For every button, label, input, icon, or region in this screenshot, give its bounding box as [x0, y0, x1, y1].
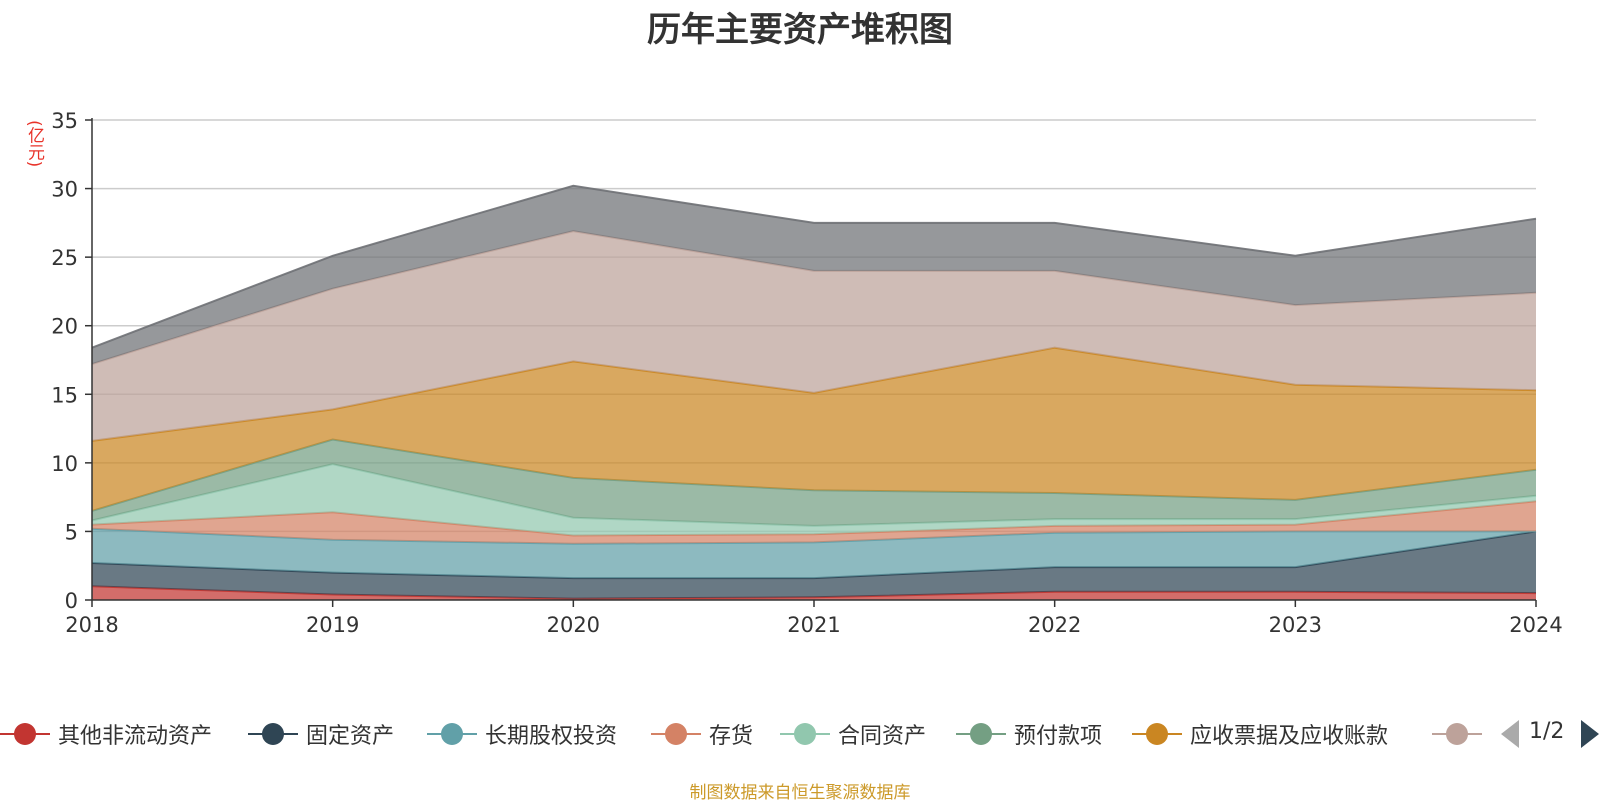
legend-marker-icon: [1432, 719, 1482, 749]
y-tick-label: 5: [65, 520, 78, 544]
legend-item[interactable]: 应收票据及应收账款: [1132, 712, 1388, 756]
x-tick-label: 2023: [1269, 613, 1322, 637]
x-tick-label: 2021: [787, 613, 840, 637]
legend-item[interactable]: 存货: [651, 712, 753, 756]
legend-next-page-icon[interactable]: [1581, 720, 1599, 748]
x-tick-label: 2024: [1509, 613, 1562, 637]
legend-item[interactable]: 其他非流动资产: [0, 712, 212, 756]
y-tick-label: 35: [51, 109, 78, 133]
legend-item[interactable]: 合同资产: [780, 712, 926, 756]
legend-item[interactable]: 长期股权投资: [427, 712, 617, 756]
y-tick-label: 0: [65, 589, 78, 613]
legend-page-indicator: 1/2: [1529, 719, 1565, 744]
y-tick-label: 15: [51, 383, 78, 407]
legend-marker-icon: [651, 719, 701, 749]
legend-prev-page-icon[interactable]: [1501, 720, 1519, 748]
stacked-area-chart: 0 5 10 15 20 25 30 35 2018 2019 2020 2021 2022 2023 20…: [51, 109, 1562, 637]
legend-label: 应收票据及应收账款: [1190, 724, 1389, 749]
legend-label: 固定资产: [306, 724, 395, 749]
legend-label: 合同资产: [838, 724, 927, 749]
area-series-line-8: [91, 184, 1537, 349]
x-tick-label: 2022: [1028, 613, 1081, 637]
legend-marker-icon: [427, 719, 477, 749]
area-layers: [91, 184, 1537, 600]
legend-marker-icon: [248, 719, 298, 749]
legend-label: 预付款项: [1014, 724, 1103, 749]
chart-title: 历年主要资产堆积图: [647, 10, 953, 50]
legend-marker-icon: [1132, 719, 1182, 749]
legend-label: 长期股权投资: [485, 724, 618, 749]
legend: 其他非流动资产 固定资产 长期股权投资 存货 合同资产 预付款项 应收票据及应收账款: [0, 712, 1600, 756]
x-tick-label: 2020: [547, 613, 600, 637]
area-series-4[interactable]: [92, 464, 1536, 536]
area-series-6[interactable]: [92, 347, 1536, 511]
y-axis-unit-label: (亿元): [24, 120, 44, 168]
legend-pager: 1/2: [1495, 716, 1599, 752]
legend-marker-icon: [0, 719, 50, 749]
area-series-5[interactable]: [92, 439, 1536, 526]
area-series-2[interactable]: [92, 528, 1536, 579]
axes: [85, 118, 1537, 607]
legend-marker-icon: [780, 719, 830, 749]
y-tick-label: 25: [51, 246, 78, 270]
x-tick-label: 2018: [65, 613, 118, 637]
x-tick-label: 2019: [306, 613, 359, 637]
legend-item[interactable]: 固定资产: [248, 712, 394, 756]
legend-label: 存货: [709, 724, 754, 749]
area-series-7[interactable]: [92, 231, 1536, 441]
legend-marker-icon: [956, 719, 1006, 749]
y-tick-label: 30: [51, 178, 78, 202]
area-series-3[interactable]: [92, 501, 1536, 544]
legend-item[interactable]: [1432, 712, 1482, 756]
tick-labels: 0 5 10 15 20 25 30 35 2018 2019 2020 2021 2022 2023 20…: [51, 109, 1562, 637]
y-tick-label: 20: [51, 315, 78, 339]
area-series-1[interactable]: [92, 531, 1536, 599]
y-tick-label: 10: [51, 452, 78, 476]
source-note: 制图数据来自恒生聚源数据库: [689, 783, 911, 803]
legend-item[interactable]: 预付款项: [956, 712, 1102, 756]
legend-label: 其他非流动资产: [58, 724, 213, 749]
area-series-8[interactable]: [92, 185, 1536, 365]
